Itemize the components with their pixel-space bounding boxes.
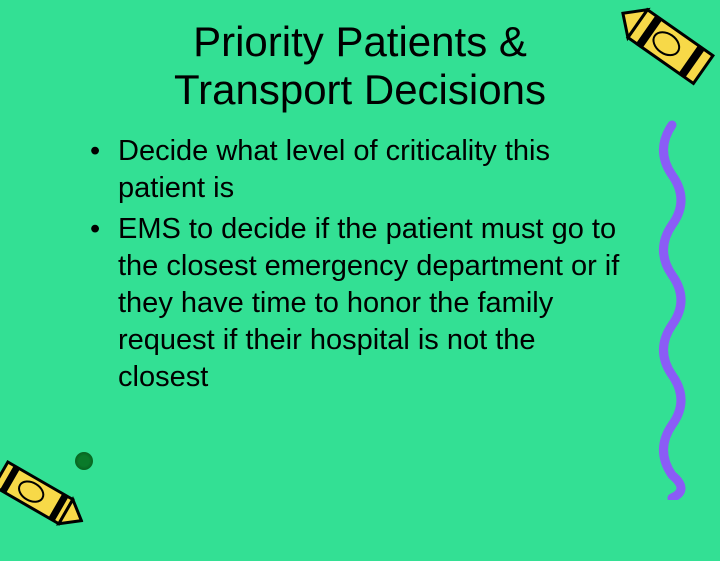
bullet-item: Decide what level of criticality this pa… — [90, 133, 630, 207]
bullet-item: EMS to decide if the patient must go to … — [90, 211, 630, 397]
slide-container: Priority Patients & Transport Decisions … — [0, 0, 720, 540]
squiggle-icon — [650, 120, 695, 500]
bullet-list: Decide what level of criticality this pa… — [60, 133, 660, 397]
slide-title: Priority Patients & Transport Decisions — [100, 18, 620, 115]
green-dot-icon — [75, 452, 93, 470]
crayon-bottom-icon — [0, 433, 103, 557]
